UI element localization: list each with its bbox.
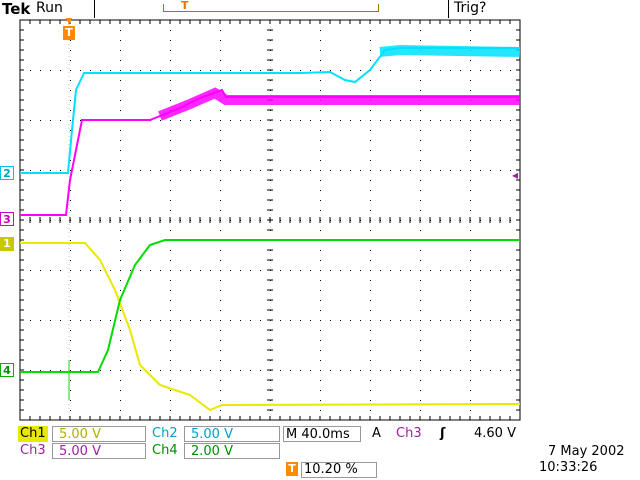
ch3-noise-band [158, 87, 520, 121]
ch2-ground-marker[interactable]: 2 [0, 166, 14, 180]
ch4-scale: 2.00 V [184, 443, 280, 459]
ch3-waveform [20, 88, 520, 216]
trigger-level-value[interactable]: 4.60 V [474, 426, 516, 441]
trigger-position-marker-header: T [181, 0, 189, 12]
ch3-label[interactable]: Ch3 [20, 443, 46, 458]
ch1-ground-marker[interactable]: 1 [0, 237, 14, 251]
timebase-readout[interactable]: M 40.0ms [283, 426, 361, 442]
date-readout: 7 May 2002 [548, 444, 625, 459]
header-divider [94, 0, 95, 18]
ch3-scale: 5.00 V [52, 443, 146, 459]
trigger-position-icon: T [63, 26, 75, 40]
trigger-slope-icon: ʃ [440, 426, 446, 441]
trigger-level-arrow-icon: ◂ [512, 168, 519, 182]
trigger-position-arrow-icon [66, 18, 72, 25]
trigger-mode: A [372, 426, 381, 441]
waveform-traces [20, 44, 521, 412]
ch1-scale: 5.00 V [52, 426, 146, 442]
ch4-ground-marker[interactable]: 4 [0, 363, 14, 377]
brand-logo: Tek [2, 0, 31, 18]
record-length-bar [163, 4, 379, 12]
ch2-noise-band [379, 44, 521, 57]
ch4-waveform [20, 239, 520, 373]
graticule [19, 19, 521, 421]
ch2-scale: 5.00 V [184, 426, 280, 442]
trigger-position-pct[interactable]: 10.20 % [301, 462, 377, 478]
ch1-label[interactable]: Ch1 [18, 426, 48, 442]
trigger-source[interactable]: Ch3 [396, 426, 422, 441]
time-readout: 10:33:26 [539, 460, 598, 475]
trigger-position-pct-icon: T [286, 462, 298, 476]
ch1-waveform [20, 242, 521, 412]
acquisition-status: Run [36, 0, 63, 16]
ch3-ground-marker[interactable]: 3 [0, 212, 14, 226]
header-divider [448, 0, 449, 18]
ch4-label[interactable]: Ch4 [152, 443, 178, 458]
trigger-state: Trig? [454, 0, 487, 16]
ch2-label[interactable]: Ch2 [152, 426, 178, 441]
